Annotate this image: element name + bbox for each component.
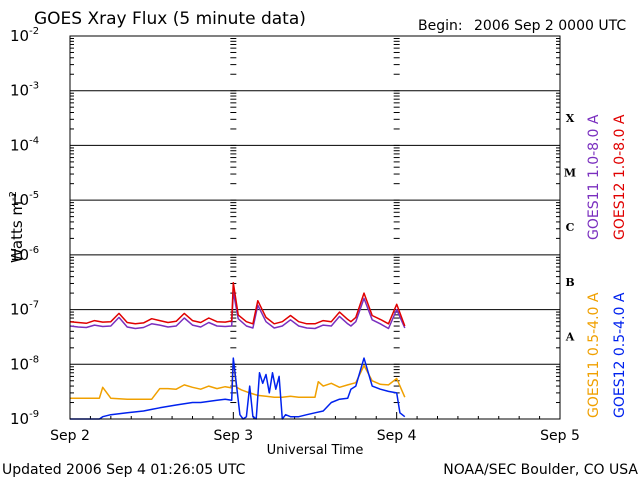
y-tick-label: 10-5 (10, 190, 39, 209)
data-series (69, 281, 406, 420)
legend-label: GOES11 0.5-4.0 A (586, 292, 602, 418)
legend-entry: GOES11 0.5-4.0 A (586, 292, 602, 418)
legend: GOES11 1.0-8.0 A GOES12 1.0-8.0 A GOES11 0… (586, 114, 628, 418)
series-line (70, 357, 406, 420)
x-axis-label: Universal Time (267, 443, 364, 458)
grid (70, 35, 560, 420)
y-tick-labels: 10-2 10-3 10-4 10-5 10-6 10-7 10-8 10-9 (10, 26, 39, 428)
y-tick-label: 10-3 (10, 81, 39, 100)
legend-label: GOES11 1.0-8.0 A (586, 114, 602, 240)
y-tick-label: 10-4 (10, 135, 39, 154)
legend-entry: GOES12 1.0-8.0 A (612, 114, 628, 240)
legend-entry: GOES11 1.0-8.0 A (586, 114, 602, 240)
x-tick-label: Sep 5 (540, 428, 580, 444)
x-tick-label: Sep 4 (377, 428, 417, 444)
y-axis-label-group: Watts m-2 (8, 191, 26, 263)
axis-ticks (69, 38, 561, 420)
credit-text: NOAA/SEC Boulder, CO USA (443, 462, 638, 478)
legend-entry: GOES12 0.5-4.0 A (612, 292, 628, 418)
begin-label: Begin: (418, 18, 463, 34)
series-line (69, 281, 406, 327)
y-axis-label-exponent: -2 (8, 191, 19, 201)
begin-value: 2006 Sep 2 0000 UTC (474, 18, 626, 34)
flare-class-label: X (566, 112, 575, 125)
flare-class-labels: X M C B A (564, 112, 576, 344)
series-line (70, 361, 406, 400)
x-tick-labels: Sep 2 Sep 3 Sep 4 Sep 5 (50, 428, 580, 444)
legend-label: GOES12 1.0-8.0 A (612, 114, 628, 240)
y-tick-label: 10-9 (10, 409, 39, 428)
series-line (69, 291, 406, 330)
plot-frame (69, 35, 561, 420)
y-axis-label: Watts m (8, 201, 26, 263)
y-tick-label: 10-2 (10, 26, 39, 45)
svg-text:Watts m-2: Watts m-2 (8, 191, 26, 263)
y-tick-label: 10-6 (10, 245, 39, 264)
y-tick-label: 10-8 (10, 354, 39, 373)
flare-class-label: C (566, 221, 575, 234)
flare-class-label: M (564, 167, 576, 180)
y-tick-label: 10-7 (10, 300, 39, 319)
x-tick-label: Sep 2 (50, 428, 90, 444)
updated-timestamp: Updated 2006 Sep 4 01:26:05 UTC (2, 462, 246, 478)
chart-title: GOES Xray Flux (5 minute data) (34, 9, 306, 29)
flare-class-label: B (565, 276, 574, 289)
legend-label: GOES12 0.5-4.0 A (612, 292, 628, 418)
x-tick-label: Sep 3 (213, 428, 253, 444)
flare-class-label: A (565, 331, 575, 344)
